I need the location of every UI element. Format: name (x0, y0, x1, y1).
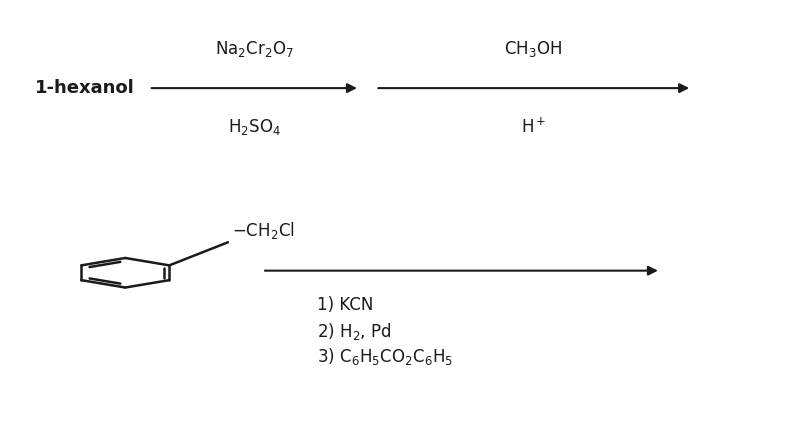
Text: 2) H$_2$, Pd: 2) H$_2$, Pd (317, 321, 391, 342)
Text: $-$CH$_2$Cl: $-$CH$_2$Cl (231, 220, 295, 241)
Text: 1) KCN: 1) KCN (317, 296, 373, 314)
Text: CH$_3$OH: CH$_3$OH (504, 39, 562, 59)
Text: H$^+$: H$^+$ (521, 117, 546, 137)
Text: 1-hexanol: 1-hexanol (36, 79, 135, 97)
Text: H$_2$SO$_4$: H$_2$SO$_4$ (228, 117, 280, 137)
Text: Na$_2$Cr$_2$O$_7$: Na$_2$Cr$_2$O$_7$ (215, 39, 294, 59)
Text: 3) C$_6$H$_5$CO$_2$C$_6$H$_5$: 3) C$_6$H$_5$CO$_2$C$_6$H$_5$ (317, 346, 453, 367)
